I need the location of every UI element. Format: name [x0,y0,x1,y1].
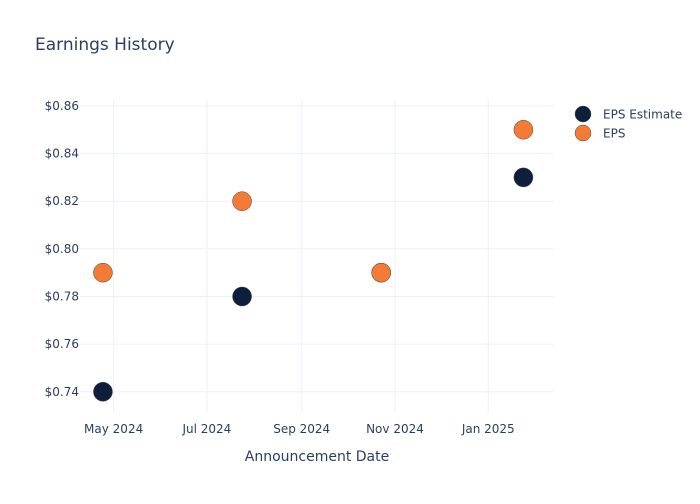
x-tick-label: Sep 2024 [273,422,330,436]
data-points [93,120,534,402]
y-tick-label: $0.82 [45,194,79,208]
point-eps[interactable] [93,262,113,283]
x-tick-label: May 2024 [84,422,143,436]
y-tick-label: $0.78 [45,289,79,303]
chart-title: Earnings History [35,35,175,55]
y-tick-label: $0.76 [45,337,79,351]
legend-marker [574,124,592,142]
point-eps[interactable] [232,191,252,211]
x-tick-label: Jan 2025 [461,422,515,436]
legend-label: EPS [603,127,625,141]
point-eps[interactable] [371,262,391,283]
legend-item-eps[interactable]: EPS [574,124,625,142]
x-axis-title: Announcement Date [245,449,389,465]
x-tick-label: Nov 2024 [366,422,424,436]
y-tick-label: $0.80 [45,242,79,256]
point-eps-estimate[interactable] [513,167,534,188]
y-tick-label: $0.86 [45,99,79,113]
gridlines [80,100,554,412]
point-eps[interactable] [513,120,534,140]
point-eps-estimate[interactable] [93,382,113,402]
legend[interactable]: EPS Estimate EPS [574,105,682,142]
legend-label: EPS Estimate [603,108,682,122]
y-axis: $0.74 $0.76 $0.78 $0.80 $0.82 $0.84 $0.86 [45,99,79,399]
y-tick-label: $0.84 [45,147,79,161]
legend-marker [574,105,592,123]
point-eps-estimate[interactable] [232,286,252,307]
x-tick-label: Jul 2024 [181,422,231,436]
x-axis: May 2024 Jul 2024 Sep 2024 Nov 2024 Jan 2025 [84,422,515,436]
y-tick-label: $0.74 [45,385,79,399]
legend-item-eps-estimate[interactable]: EPS Estimate [574,105,682,123]
